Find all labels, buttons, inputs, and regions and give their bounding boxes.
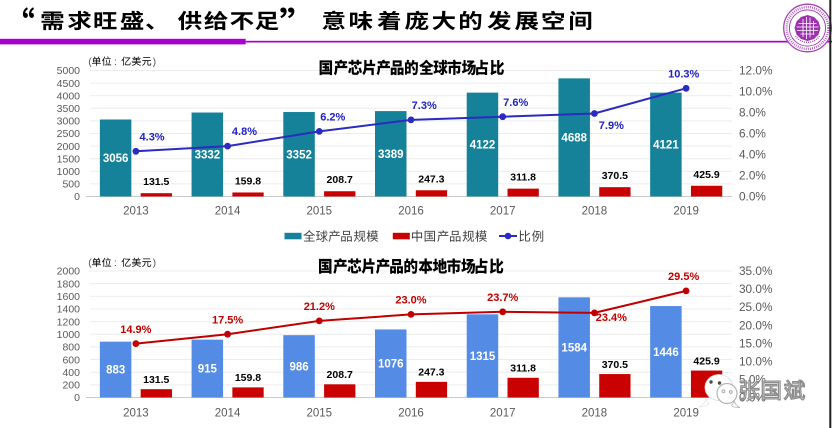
svg-text:883: 883	[106, 365, 125, 377]
svg-text:8.0%: 8.0%	[739, 106, 766, 120]
svg-text:247.3: 247.3	[418, 367, 444, 379]
svg-text:1400: 1400	[57, 304, 81, 316]
svg-text:131.5: 131.5	[143, 176, 169, 188]
svg-text:20.0%: 20.0%	[739, 318, 773, 332]
svg-text:1584: 1584	[561, 343, 587, 355]
svg-text:600: 600	[62, 354, 80, 366]
svg-text:2017: 2017	[490, 206, 516, 218]
svg-text:2018: 2018	[582, 408, 608, 420]
svg-text:0.0%: 0.0%	[739, 190, 766, 204]
svg-text:0: 0	[74, 392, 80, 404]
svg-text:(: (	[88, 257, 92, 269]
svg-text:3332: 3332	[195, 150, 221, 162]
svg-text:(: (	[88, 56, 92, 68]
svg-text:370.5: 370.5	[602, 359, 628, 371]
svg-text:1446: 1446	[653, 347, 679, 359]
svg-text:6.0%: 6.0%	[739, 127, 766, 141]
svg-text:12.0%: 12.0%	[739, 64, 773, 78]
svg-text:800: 800	[62, 342, 80, 354]
svg-text:4500: 4500	[57, 78, 81, 90]
svg-text:10.3%: 10.3%	[668, 69, 699, 81]
svg-text:5000: 5000	[57, 65, 81, 77]
svg-text:21.2%: 21.2%	[304, 301, 335, 313]
svg-text:400: 400	[62, 367, 80, 379]
svg-text:370.5: 370.5	[602, 170, 628, 182]
svg-text:29.5%: 29.5%	[668, 271, 699, 283]
svg-text:7.9%: 7.9%	[599, 120, 624, 132]
svg-text:1800: 1800	[57, 278, 81, 290]
svg-text:2015: 2015	[306, 408, 332, 420]
svg-text:2017: 2017	[490, 408, 516, 420]
svg-text:2016: 2016	[398, 206, 424, 218]
svg-text:4688: 4688	[561, 133, 587, 145]
svg-text:2000: 2000	[57, 266, 81, 278]
svg-text:425.9: 425.9	[693, 355, 719, 367]
svg-text:2000: 2000	[57, 141, 81, 153]
svg-text:25.0%: 25.0%	[739, 300, 773, 314]
svg-text:4121: 4121	[653, 140, 679, 152]
svg-text:2016: 2016	[398, 408, 424, 420]
svg-text:1000: 1000	[57, 166, 81, 178]
svg-text:1076: 1076	[378, 359, 404, 371]
svg-text::: :	[114, 257, 117, 269]
svg-text:2013: 2013	[123, 206, 149, 218]
svg-text:131.5: 131.5	[143, 374, 169, 386]
svg-text:3000: 3000	[57, 116, 81, 128]
svg-text:2014: 2014	[215, 408, 241, 420]
svg-text:35.0%: 35.0%	[739, 264, 773, 278]
svg-text:311.8: 311.8	[510, 363, 536, 375]
svg-text:10.0%: 10.0%	[739, 354, 773, 368]
svg-text:200: 200	[62, 380, 80, 392]
svg-text:247.3: 247.3	[418, 173, 444, 185]
svg-text:2013: 2013	[123, 408, 149, 420]
svg-text:23.4%: 23.4%	[596, 312, 627, 324]
svg-text:159.8: 159.8	[235, 372, 261, 384]
svg-text:159.8: 159.8	[235, 175, 261, 187]
svg-text:1000: 1000	[57, 329, 81, 341]
svg-text:1315: 1315	[470, 351, 496, 363]
svg-text:30.0%: 30.0%	[739, 282, 773, 296]
svg-text:2500: 2500	[57, 128, 81, 140]
svg-text:14.9%: 14.9%	[120, 324, 151, 336]
svg-text:986: 986	[289, 361, 308, 373]
svg-text:208.7: 208.7	[327, 174, 353, 186]
svg-text:3056: 3056	[103, 153, 129, 165]
svg-text:3352: 3352	[286, 149, 312, 161]
svg-text:): )	[153, 56, 157, 68]
svg-text:1200: 1200	[57, 316, 81, 328]
svg-text:3500: 3500	[57, 103, 81, 115]
svg-text:2019: 2019	[673, 408, 699, 420]
svg-text:3389: 3389	[378, 149, 404, 161]
svg-text:23.7%: 23.7%	[487, 292, 518, 304]
svg-text:1500: 1500	[57, 153, 81, 165]
svg-text:2014: 2014	[215, 206, 241, 218]
svg-text:23.0%: 23.0%	[395, 295, 426, 307]
svg-text:425.9: 425.9	[693, 169, 719, 181]
svg-text:915: 915	[198, 364, 218, 376]
svg-text:6.2%: 6.2%	[320, 112, 345, 124]
svg-text:4.3%: 4.3%	[140, 132, 165, 144]
svg-text:1600: 1600	[57, 291, 81, 303]
svg-text:17.5%: 17.5%	[212, 315, 243, 327]
svg-text:500: 500	[62, 179, 80, 191]
svg-text:0: 0	[74, 191, 80, 203]
svg-text:2.0%: 2.0%	[739, 169, 766, 183]
svg-text::: :	[114, 56, 117, 68]
svg-text:4.8%: 4.8%	[232, 126, 257, 138]
svg-text:4.0%: 4.0%	[739, 148, 766, 162]
svg-text:7.3%: 7.3%	[412, 100, 437, 112]
svg-text:311.8: 311.8	[510, 172, 536, 184]
svg-text:2019: 2019	[673, 206, 699, 218]
svg-text:7.6%: 7.6%	[503, 97, 528, 109]
svg-text:15.0%: 15.0%	[739, 336, 773, 350]
svg-text:2018: 2018	[582, 206, 608, 218]
svg-text:4122: 4122	[470, 140, 496, 152]
svg-text:): )	[153, 257, 157, 269]
svg-text:2015: 2015	[306, 206, 332, 218]
svg-text:10.0%: 10.0%	[739, 85, 773, 99]
svg-text:208.7: 208.7	[327, 369, 353, 381]
svg-text:4000: 4000	[57, 90, 81, 102]
